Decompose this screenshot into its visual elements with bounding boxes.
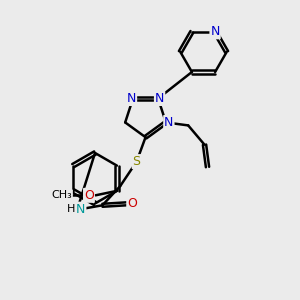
Text: N: N [210,25,220,38]
Text: O: O [84,189,94,202]
Text: S: S [133,155,141,168]
Text: N: N [164,116,174,129]
Text: CH₃: CH₃ [51,190,72,200]
Text: O: O [127,197,137,210]
Text: H: H [67,204,75,214]
Text: N: N [76,202,86,216]
Text: N: N [127,92,136,105]
Text: N: N [155,92,164,105]
